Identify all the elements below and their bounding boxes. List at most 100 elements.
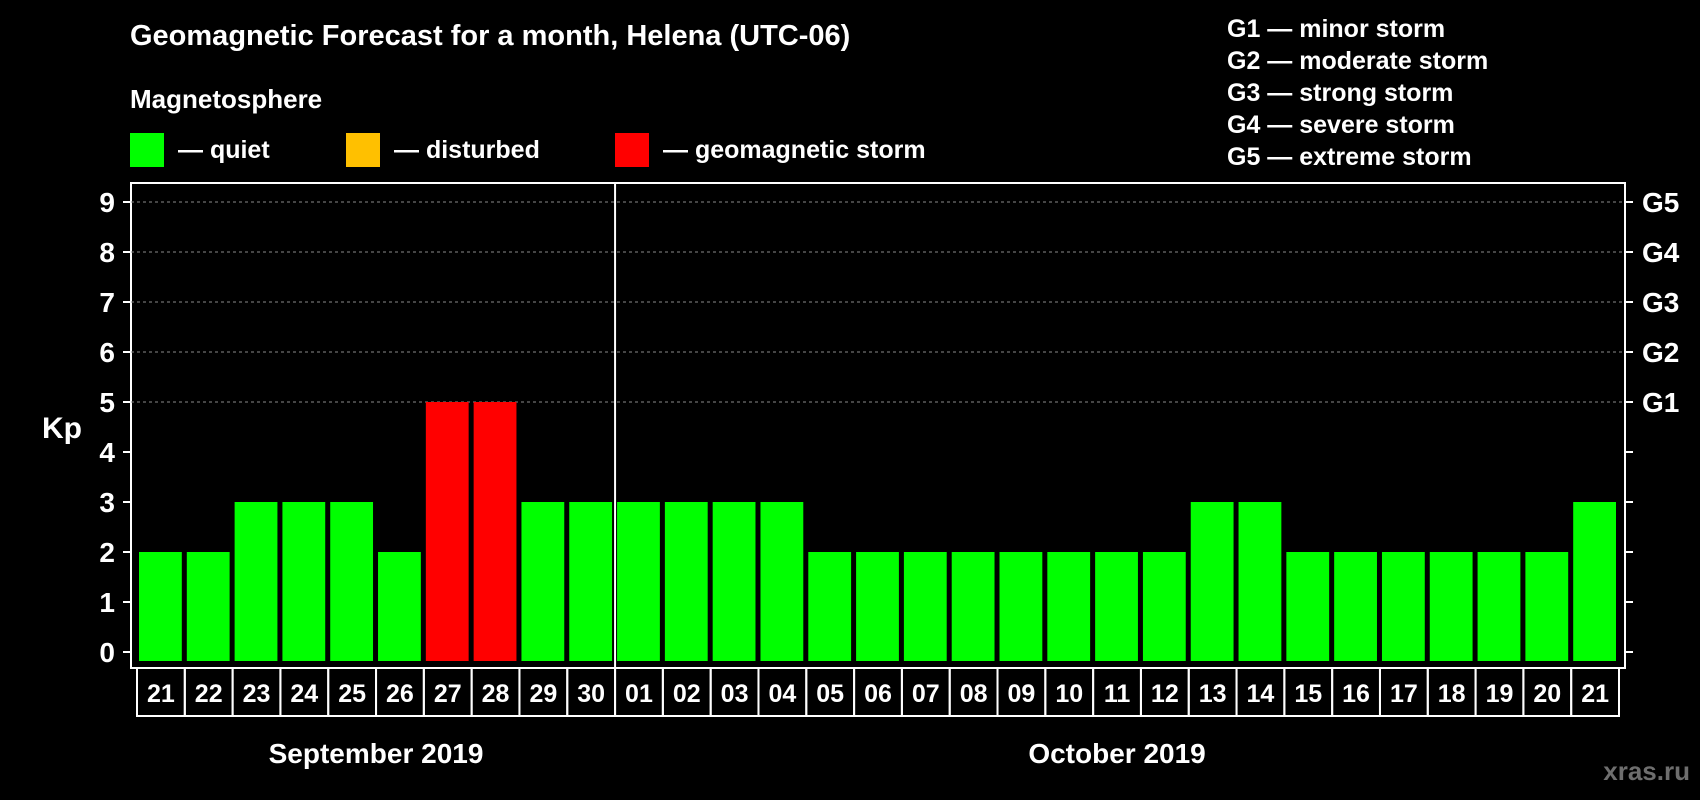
bar <box>617 502 660 661</box>
storm-level-label: G4 <box>1642 237 1680 268</box>
storm-scale-g1: G1 — minor storm <box>1227 15 1446 43</box>
day-label: 23 <box>243 680 271 708</box>
day-label: 05 <box>816 680 844 708</box>
y-tick-label: 4 <box>99 437 115 468</box>
day-label: 19 <box>1486 680 1514 708</box>
bar <box>282 502 326 661</box>
bar <box>999 552 1043 661</box>
bar <box>1238 502 1282 661</box>
day-label: 09 <box>1008 680 1036 708</box>
legend-label-disturbed: — disturbed <box>394 135 540 164</box>
bar <box>1190 502 1234 661</box>
day-label: 03 <box>721 680 749 708</box>
storm-scale-legend: G1 — minor storm G2 — moderate storm G3 … <box>1227 13 1488 173</box>
day-label: 14 <box>1247 680 1275 708</box>
y-tick-label: 2 <box>99 537 115 568</box>
bar <box>664 502 708 661</box>
bar <box>473 402 517 661</box>
bar <box>1381 552 1425 661</box>
day-label: 04 <box>768 680 796 708</box>
day-label: 07 <box>912 680 940 708</box>
y-tick-label: 8 <box>99 237 115 268</box>
legend-item-storm: — geomagnetic storm <box>615 133 926 167</box>
bar <box>1573 502 1616 661</box>
bar <box>569 502 613 661</box>
day-label: 08 <box>960 680 988 708</box>
day-label: 10 <box>1055 680 1083 708</box>
bar <box>234 502 278 661</box>
day-label: 22 <box>195 680 223 708</box>
y-tick-label: 3 <box>99 487 115 518</box>
legend-label-storm: — geomagnetic storm <box>663 135 926 164</box>
day-label: 24 <box>290 680 318 708</box>
bar <box>425 402 469 661</box>
bar <box>330 502 374 661</box>
bar <box>712 502 756 661</box>
day-label: 25 <box>338 680 366 708</box>
legend-label-quiet: — quiet <box>178 135 270 164</box>
day-label: 15 <box>1294 680 1322 708</box>
bar <box>378 552 421 661</box>
month-label: October 2019 <box>1028 738 1205 769</box>
y-tick-label: 5 <box>99 387 115 418</box>
legend-swatch-quiet <box>130 133 164 167</box>
legend-item-disturbed: — disturbed <box>346 133 540 167</box>
storm-scale-g3: G3 — strong storm <box>1227 79 1454 107</box>
y-tick-label: 7 <box>99 287 115 318</box>
y-tick-label: 1 <box>99 587 115 618</box>
bar <box>1142 552 1186 661</box>
storm-level-label: G3 <box>1642 287 1679 318</box>
bar <box>1334 552 1377 661</box>
day-label: 20 <box>1533 680 1561 708</box>
bar <box>521 502 565 661</box>
bar <box>1047 552 1091 661</box>
day-label: 06 <box>864 680 892 708</box>
day-label: 21 <box>1581 680 1609 708</box>
legend-heading: Magnetosphere <box>130 84 323 114</box>
day-label: 17 <box>1390 680 1418 708</box>
day-label: 16 <box>1342 680 1370 708</box>
y-axis-label: Kp <box>42 412 82 445</box>
storm-level-label: G1 <box>1642 387 1679 418</box>
bar <box>1095 552 1138 661</box>
bar <box>856 552 899 661</box>
day-label: 11 <box>1104 680 1131 708</box>
storm-scale-g5: G5 — extreme storm <box>1227 143 1472 171</box>
bar <box>139 552 182 661</box>
day-label: 18 <box>1438 680 1466 708</box>
bar <box>808 552 852 661</box>
storm-level-label: G5 <box>1642 187 1679 218</box>
day-label: 28 <box>482 680 510 708</box>
y-tick-label: 6 <box>99 337 115 368</box>
day-label: 21 <box>147 680 175 708</box>
bar <box>903 552 947 661</box>
day-label: 30 <box>577 680 605 708</box>
bar <box>760 502 804 661</box>
day-label: 12 <box>1151 680 1179 708</box>
day-label: 27 <box>434 680 462 708</box>
day-label: 02 <box>673 680 701 708</box>
bar <box>951 552 995 661</box>
storm-level-label: G2 <box>1642 337 1679 368</box>
day-label: 13 <box>1199 680 1227 708</box>
month-label: September 2019 <box>269 738 484 769</box>
legend-swatch-disturbed <box>346 133 380 167</box>
bar <box>1429 552 1473 661</box>
day-label: 29 <box>529 680 557 708</box>
watermark: xras.ru <box>1603 756 1690 786</box>
bar <box>186 552 230 661</box>
legend-swatch-storm <box>615 133 649 167</box>
storm-scale-g4: G4 — severe storm <box>1227 111 1455 139</box>
bar <box>1286 552 1330 661</box>
day-label: 01 <box>625 680 653 708</box>
day-label: 26 <box>386 680 414 708</box>
bar <box>1477 552 1521 661</box>
chart-title: Geomagnetic Forecast for a month, Helena… <box>130 20 851 52</box>
storm-scale-g2: G2 — moderate storm <box>1227 47 1489 75</box>
day-label-box <box>1570 667 1621 717</box>
bar <box>1525 552 1569 661</box>
y-tick-label: 0 <box>99 637 115 668</box>
legend-item-quiet: — quiet <box>130 133 270 167</box>
y-tick-label: 9 <box>99 187 115 218</box>
